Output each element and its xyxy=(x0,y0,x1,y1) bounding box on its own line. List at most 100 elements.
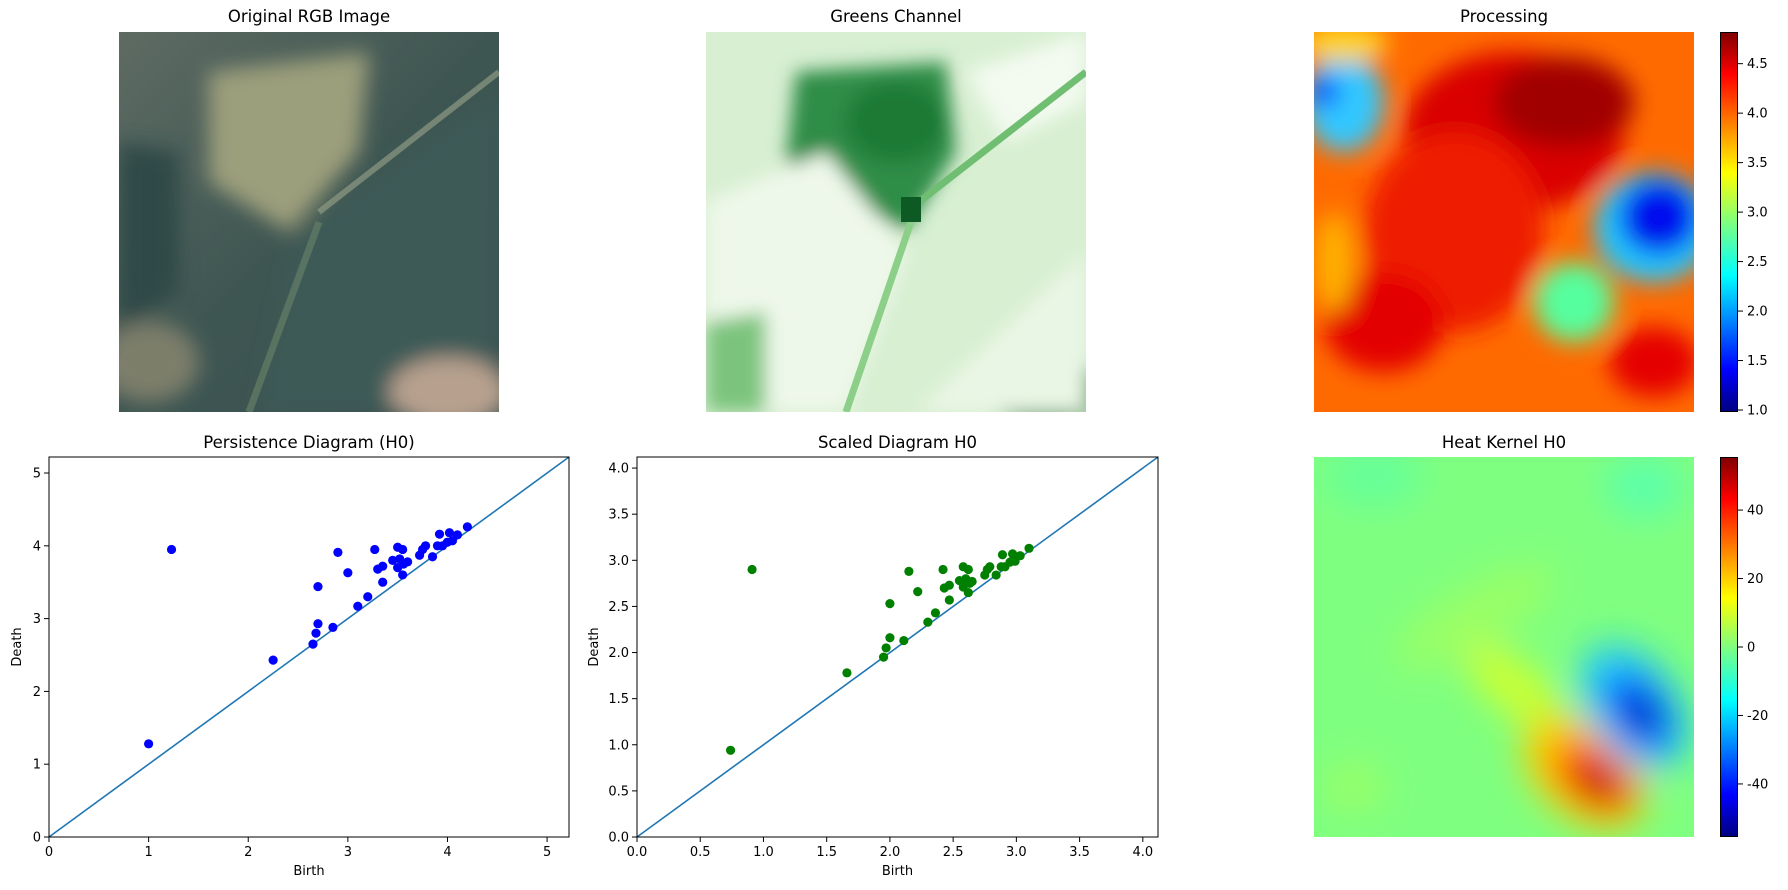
y-tick-label: 1.0 xyxy=(608,738,629,753)
y-tick-label: 3 xyxy=(33,612,41,627)
data-point xyxy=(1024,543,1034,553)
processing-title: Processing xyxy=(1459,7,1549,26)
x-tick-label: 2 xyxy=(244,845,252,860)
data-point xyxy=(427,552,438,562)
data-point xyxy=(938,564,948,575)
data-point xyxy=(1007,549,1018,559)
data-point xyxy=(363,592,373,602)
data-point xyxy=(311,628,321,638)
data-point xyxy=(388,555,398,565)
data-point xyxy=(313,581,323,592)
data-point xyxy=(842,668,852,678)
data-point xyxy=(398,544,408,555)
data-point xyxy=(878,652,889,662)
data-point xyxy=(904,566,914,576)
data-point xyxy=(923,617,933,627)
scatter-chart-1: 0.0 0.5 1.0 1.5 2.0 2.5 3.0 3.5 4.0 0.0 0.5 1.0 1.5 2… xyxy=(587,456,1159,879)
data-point xyxy=(308,639,318,649)
y-tick-label: 0.0 xyxy=(608,831,629,846)
data-point xyxy=(370,544,380,555)
data-point xyxy=(747,564,757,575)
data-point xyxy=(353,601,363,611)
y-tick-label: 3.0 xyxy=(608,554,629,569)
y-tick-label: 4.0 xyxy=(608,462,629,477)
y-tick-label: 2.5 xyxy=(608,600,629,615)
rgb-title: Original RGB Image xyxy=(227,7,391,26)
y-tick-label: 0 xyxy=(33,831,41,846)
x-tick-label: 3.5 xyxy=(1069,845,1090,860)
data-point xyxy=(444,528,455,538)
x-tick-label: 1.0 xyxy=(753,845,774,860)
data-point xyxy=(997,550,1008,560)
x-tick-label: 3 xyxy=(344,845,352,860)
heat-title: Heat Kernel H0 xyxy=(1441,433,1567,452)
diagonal-line xyxy=(636,456,1159,838)
x-tick-label: 5 xyxy=(543,845,551,860)
y-axis-label: Death xyxy=(10,627,25,666)
processing-heatmap xyxy=(1314,32,1694,412)
x-tick-label: 4 xyxy=(443,845,451,860)
data-point xyxy=(725,745,736,755)
x-tick-label: 3.0 xyxy=(1006,845,1027,860)
heat-colorbar xyxy=(1720,457,1738,837)
data-point xyxy=(1015,551,1025,561)
data-point xyxy=(328,622,338,632)
y-axis-label: Death xyxy=(587,627,602,666)
x-tick-label: 1 xyxy=(144,845,152,860)
data-point xyxy=(144,739,154,749)
data-point xyxy=(899,635,909,646)
rgb-image xyxy=(119,32,499,412)
x-tick-label: 4.0 xyxy=(1132,845,1153,860)
x-axis-label: Birth xyxy=(293,864,324,879)
x-tick-label: 2.0 xyxy=(880,845,901,860)
heat-kernel-heatmap xyxy=(1314,457,1694,837)
data-point xyxy=(885,633,895,643)
axes-frame xyxy=(636,456,1159,838)
data-point xyxy=(420,541,431,551)
data-point xyxy=(333,547,343,557)
x-tick-label: 0.5 xyxy=(690,845,711,860)
y-tick-label: 3.5 xyxy=(608,508,629,523)
data-point xyxy=(963,587,973,598)
axes-frame xyxy=(48,456,570,838)
y-tick-label: 1.5 xyxy=(608,692,629,707)
data-point xyxy=(378,577,388,587)
x-axis-label: Birth xyxy=(882,864,913,879)
data-point xyxy=(462,522,472,532)
data-point xyxy=(378,561,388,571)
greens-title: Greens Channel xyxy=(830,7,962,26)
data-point xyxy=(885,599,895,609)
data-point xyxy=(913,587,923,597)
data-point xyxy=(343,568,353,578)
y-tick-label: 4 xyxy=(33,539,41,554)
greens-image xyxy=(706,32,1086,412)
data-point xyxy=(268,655,278,665)
y-tick-label: 2 xyxy=(33,685,41,700)
data-point xyxy=(963,564,973,575)
data-point xyxy=(403,557,413,567)
scaled-title: Scaled Diagram H0 xyxy=(817,433,978,452)
x-tick-label: 0 xyxy=(45,845,53,860)
y-tick-label: 0.5 xyxy=(608,784,629,799)
data-point xyxy=(434,529,445,539)
data-point xyxy=(398,570,408,580)
y-tick-label: 5 xyxy=(33,467,41,482)
scatter-chart-0: 0 1 2 3 4 5 0 1 2 3 4 5 Birth Death xyxy=(10,456,570,879)
data-point xyxy=(991,570,1001,580)
persistence-title: Persistence Diagram (H0) xyxy=(203,433,415,452)
x-tick-label: 2.5 xyxy=(943,845,964,860)
data-point xyxy=(930,608,941,618)
data-point xyxy=(944,595,954,605)
data-point xyxy=(985,562,995,572)
y-tick-label: 1 xyxy=(33,758,41,773)
y-tick-label: 2.0 xyxy=(608,646,629,661)
data-point xyxy=(166,544,177,555)
data-point xyxy=(967,576,977,587)
data-point xyxy=(452,530,463,540)
data-point xyxy=(944,580,954,590)
x-tick-label: 0.0 xyxy=(627,845,648,860)
data-point xyxy=(313,619,323,629)
data-point xyxy=(881,643,891,653)
diagonal-line xyxy=(48,456,570,838)
